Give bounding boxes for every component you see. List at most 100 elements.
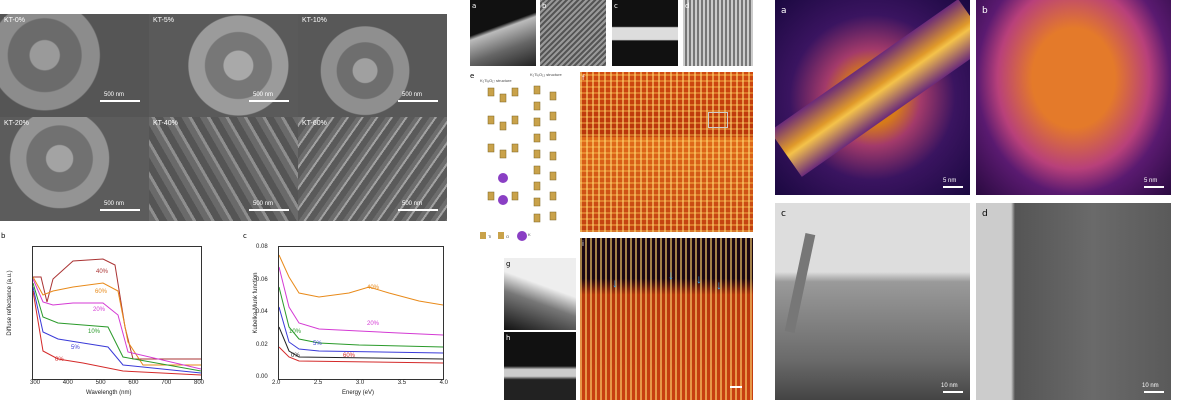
x-tick: 700 <box>161 380 172 386</box>
tem-image-h: h <box>504 332 576 400</box>
x-tick: 500 <box>95 380 106 386</box>
sem-image-3: KT-10% 500 nm <box>298 14 447 117</box>
arrow-icon: ↓ <box>612 276 618 290</box>
curve-label: 0% <box>291 353 300 359</box>
panel-label: d <box>982 209 988 219</box>
x-tick: 400 <box>62 380 73 386</box>
legend-k: K <box>528 232 531 237</box>
sem-image-4: KT-20% 500 nm <box>0 117 149 221</box>
scale-bar <box>398 209 438 211</box>
tem-image-c: c 10 nm <box>775 203 970 400</box>
scale-bar <box>730 386 742 388</box>
panel-label-c: c <box>243 232 247 240</box>
scale-bar <box>249 100 289 102</box>
sem-tag: KT-5% <box>153 17 175 24</box>
particle-rod <box>784 233 816 333</box>
scale-bar <box>943 186 963 188</box>
panel-label: c <box>781 209 786 219</box>
curve-label: 5% <box>313 341 322 347</box>
arrow-icon: ↓ <box>696 272 702 286</box>
scale-bar-label: 500 nm <box>402 92 423 98</box>
eds-map-a: a 5 nm <box>775 0 970 195</box>
sem-image-5: KT-40% 500 nm <box>149 117 298 221</box>
reflectance-xticks: 300 400 500 600 700 800 <box>30 380 204 386</box>
nanorod-body <box>775 0 970 177</box>
panel-label: f <box>582 74 585 82</box>
curve-label: 40% <box>367 285 380 291</box>
x-tick: 3.0 <box>355 380 365 386</box>
reflectance-ylabel: Diffuse reflectance (a.u.) <box>7 270 13 336</box>
scale-bar <box>1144 186 1164 188</box>
legend-o: O <box>506 234 510 239</box>
x-tick: 4.0 <box>439 380 448 386</box>
curve-label: 10% <box>289 329 302 335</box>
crystal-structure-drawing <box>480 85 557 241</box>
curve-label: 60% <box>343 353 356 359</box>
panel-label: g <box>506 260 511 268</box>
scale-bar <box>249 209 289 211</box>
panel-label: i <box>582 240 584 248</box>
scale-bar <box>100 100 140 102</box>
structure-title: K₂Ti₆O₁₃ structure <box>530 72 562 77</box>
km-xticks: 2.0 2.5 3.0 3.5 4.0 <box>272 380 448 386</box>
panel-label: c <box>614 2 618 10</box>
km-plot: 40% 20% 10% 5% 0% 60% <box>278 246 444 380</box>
x-tick: 600 <box>128 380 139 386</box>
sem-image-2: KT-5% 500 nm <box>149 14 298 117</box>
sem-tag: KT-0% <box>4 17 26 24</box>
panel-label: d <box>685 2 690 10</box>
x-tick: 300 <box>30 380 41 386</box>
y-tick: 0.02 <box>256 341 268 348</box>
curve-label: 0% <box>55 357 64 363</box>
scale-bar <box>398 100 438 102</box>
stem-image-b: b <box>540 0 606 66</box>
arrow-icon: ↓ <box>716 278 722 292</box>
panel-label: b <box>982 6 988 16</box>
panel-label: h <box>506 334 511 342</box>
curve-label: 60% <box>95 289 108 295</box>
sem-image-6: KT-60% 500 nm <box>298 117 447 221</box>
sem-image-1: KT-0% 500 nm <box>0 14 149 117</box>
scale-bar-label: 500 nm <box>253 92 274 98</box>
scale-bar-label: 500 nm <box>402 201 423 207</box>
crystal-structure-panel: e K₂Ti₈O₁₇ structure K₂Ti₆O₁₃ structure … <box>470 72 576 242</box>
panel-label: e <box>470 72 475 80</box>
legend-ti: Ti <box>488 234 492 239</box>
curve-label: 20% <box>367 321 380 327</box>
reflectance-plot: 40% 60% 20% 10% 5% 0% <box>32 246 202 380</box>
tem-image-d: d 10 nm <box>976 203 1171 400</box>
km-xlabel: Energy (eV) <box>342 390 375 396</box>
y-tick: 0.08 <box>256 244 268 250</box>
curve-label: 5% <box>71 345 80 351</box>
km-curves <box>279 254 443 364</box>
structure-title: K₂Ti₈O₁₇ structure <box>480 78 512 83</box>
sem-tag: KT-10% <box>302 17 327 24</box>
y-tick: 0.04 <box>256 309 268 315</box>
x-tick: 800 <box>193 380 204 386</box>
tem-image-g: g <box>504 258 576 330</box>
curve-label: 40% <box>96 269 109 275</box>
stem-image-a: a <box>470 0 536 66</box>
y-tick: 0.00 <box>256 374 268 380</box>
x-tick: 2.5 <box>313 380 323 386</box>
curve-label: 10% <box>88 329 101 335</box>
sem-tag: KT-20% <box>4 120 29 127</box>
y-tick: 0.06 <box>256 276 268 283</box>
x-tick: 2.0 <box>272 380 281 386</box>
arrow-icon: ↓ <box>668 268 674 282</box>
scale-bar-label: 5 nm <box>943 178 957 184</box>
scale-bar-label: 500 nm <box>104 92 125 98</box>
reflectance-curves <box>33 258 201 376</box>
scale-bar <box>1144 391 1164 393</box>
scale-bar-label: 10 nm <box>941 383 958 389</box>
x-tick: 3.5 <box>397 380 407 386</box>
scale-bar-label: 500 nm <box>253 201 274 207</box>
stem-image-c: c <box>612 0 678 66</box>
panel-label: a <box>472 2 477 10</box>
scale-bar <box>943 391 963 393</box>
scale-bar-label: 500 nm <box>104 201 125 207</box>
haadf-image-f: f <box>580 72 753 232</box>
panel-label-b: b <box>1 232 6 240</box>
sem-tag: KT-60% <box>302 120 327 127</box>
scale-bar-label: 10 nm <box>1142 383 1159 389</box>
